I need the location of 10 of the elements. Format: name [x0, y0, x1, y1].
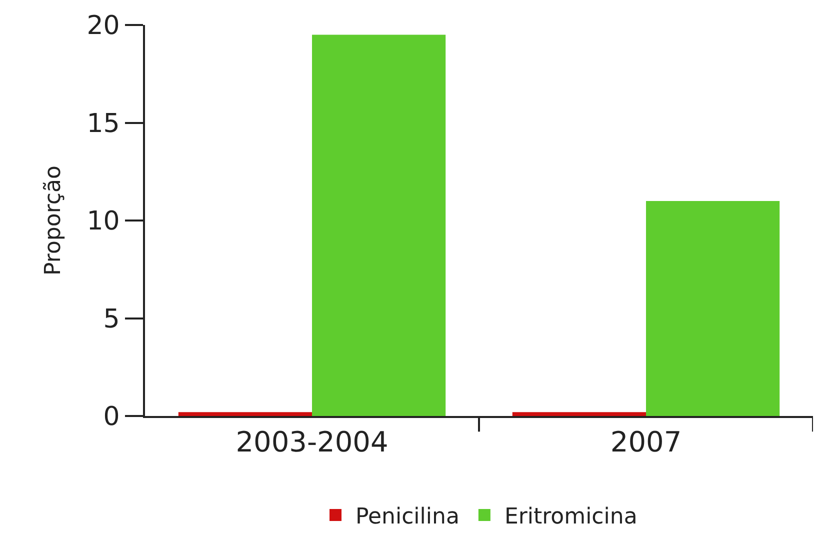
- y-tick-label: 20: [86, 11, 120, 42]
- y-tick-label: 5: [103, 304, 120, 334]
- legend-label: Eritromicina: [504, 504, 638, 530]
- legend-label: Penicilina: [356, 504, 460, 530]
- x-tick-label: 2007: [610, 426, 682, 459]
- x-tick-label: 2003-2004: [236, 426, 388, 459]
- y-tick-label: 0: [103, 402, 120, 432]
- y-axis-title: Proporção: [41, 166, 66, 276]
- y-tick-label: 10: [86, 206, 120, 237]
- y-tick-label: 15: [86, 108, 120, 139]
